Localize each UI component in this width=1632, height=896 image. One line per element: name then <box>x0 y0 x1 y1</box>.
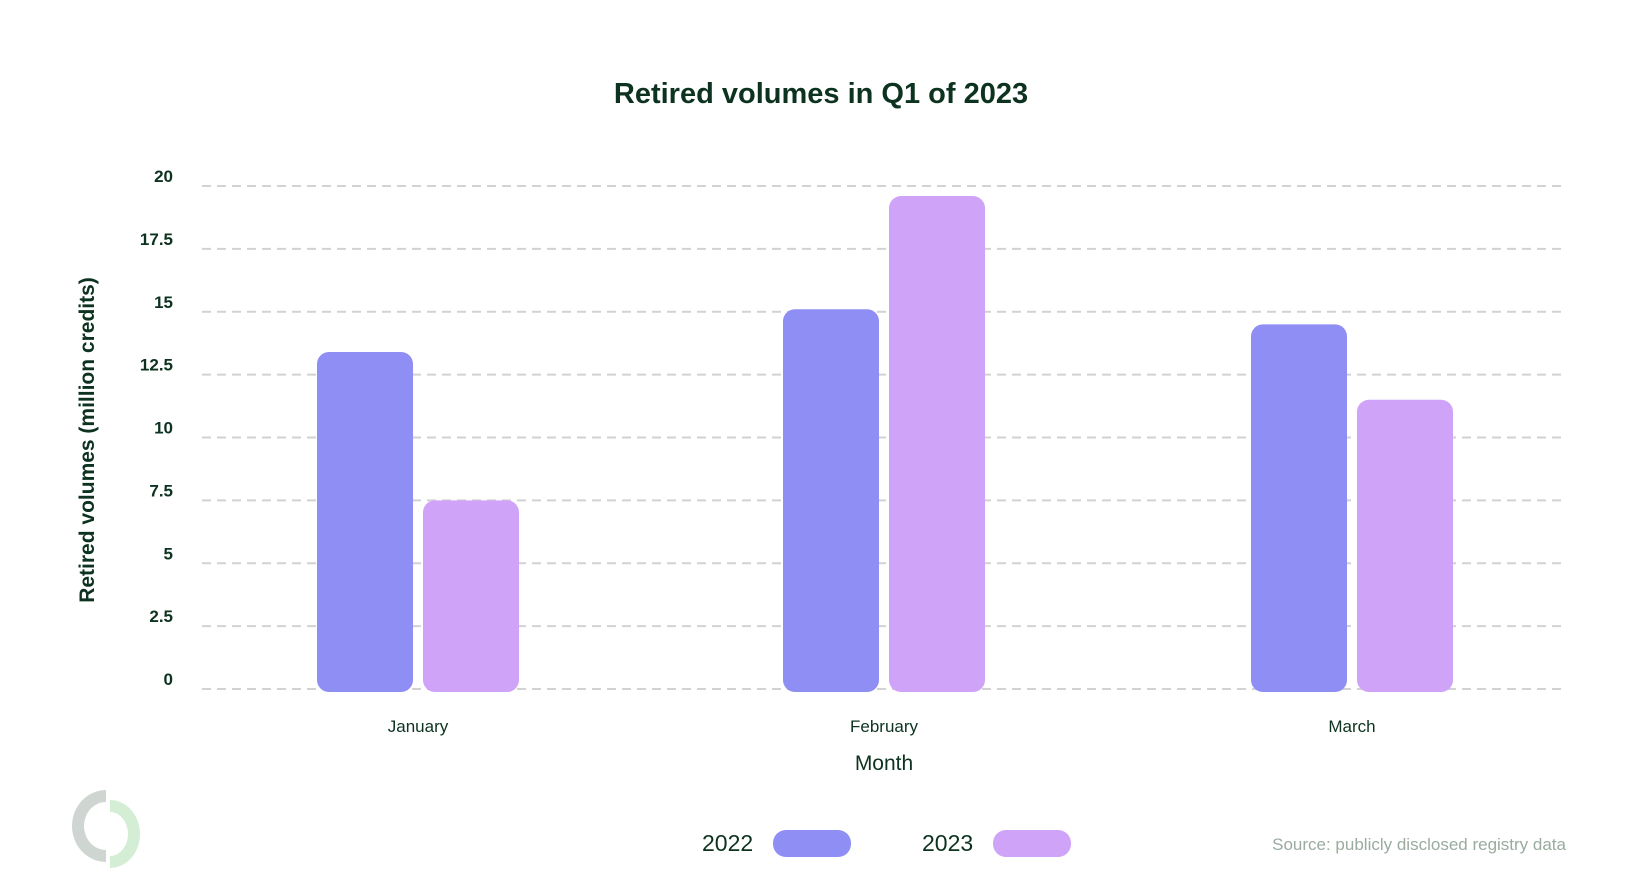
y-axis-label: Retired volumes (million credits) <box>76 277 99 603</box>
x-axis-label: Month <box>854 752 914 775</box>
chart-title: Retired volumes in Q1 of 2023 <box>613 78 1029 110</box>
bar-february-2022 <box>783 309 879 692</box>
y-tick-label: 20 <box>154 167 173 186</box>
logo-icon <box>72 790 140 868</box>
y-tick-label: 10 <box>154 419 173 438</box>
y-tick-label: 12.5 <box>140 356 173 375</box>
bar-january-2023 <box>423 500 519 692</box>
legend-swatch-2023 <box>993 830 1072 857</box>
bar-march-2023 <box>1357 399 1453 692</box>
bar-march-2022 <box>1251 324 1347 692</box>
y-tick-label: 5 <box>164 544 173 563</box>
x-tick-label: January <box>388 717 449 736</box>
bar-january-2022 <box>317 351 413 692</box>
y-tick-label: 17.5 <box>140 230 173 249</box>
legend-label-2023: 2023 <box>922 830 974 856</box>
y-tick-label: 2.5 <box>149 607 173 626</box>
x-tick-label: February <box>850 717 919 736</box>
y-tick-label: 15 <box>154 293 173 312</box>
y-tick-label: 0 <box>164 670 173 689</box>
legend-label-2022: 2022 <box>702 830 754 856</box>
legend-item-2023: 2023 <box>922 830 1072 857</box>
bar-february-2023 <box>889 196 985 692</box>
legend-item-2022: 2022 <box>702 830 852 857</box>
source-note: Source: publicly disclosed registry data <box>1272 835 1566 854</box>
y-tick-label: 7.5 <box>149 481 173 500</box>
x-tick-label: March <box>1328 717 1375 736</box>
legend-swatch-2022 <box>773 830 852 857</box>
